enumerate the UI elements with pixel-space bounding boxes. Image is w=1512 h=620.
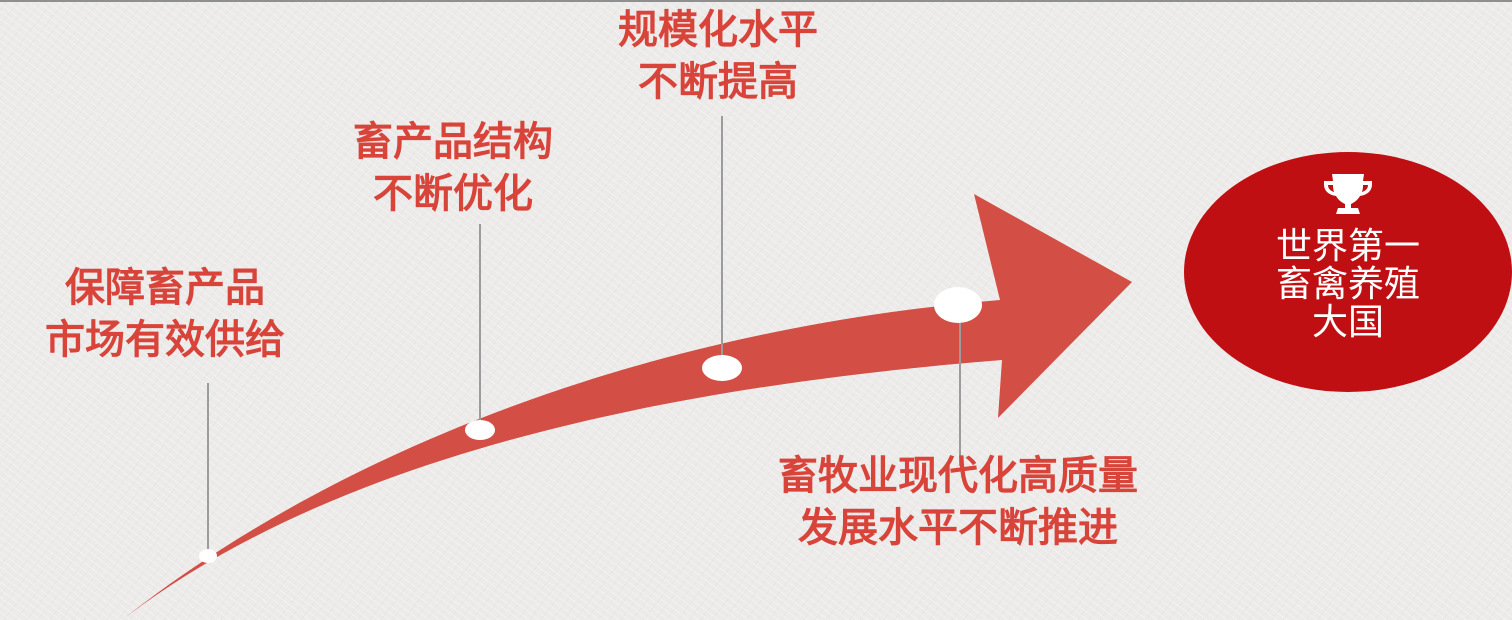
milestone-label-line: 不断优化 <box>373 171 533 217</box>
milestone-marker-supply <box>199 549 217 563</box>
trophy-icon <box>1324 174 1372 214</box>
goal-text-line: 大国 <box>1311 302 1384 343</box>
milestone-marker-scale <box>702 355 742 381</box>
goal-text: 世界第一 畜禽养殖 大国 <box>1276 228 1420 342</box>
milestone-label-line: 畜牧业现代化高质量 <box>778 453 1138 499</box>
goal-text-line: 世界第一 <box>1275 226 1420 267</box>
goal-text-line: 畜禽养殖 <box>1275 264 1420 305</box>
milestone-label-supply: 保障畜产品 市场有效供给 <box>10 262 320 366</box>
top-divider <box>0 0 1512 2</box>
milestone-label-structure: 畜产品结构 不断优化 <box>312 116 594 220</box>
growth-arrow <box>122 194 1132 620</box>
goal-badge: 世界第一 畜禽养殖 大国 <box>1184 152 1512 392</box>
milestone-label-line: 畜产品结构 <box>353 119 553 165</box>
milestone-marker-modern <box>934 287 982 323</box>
milestone-label-line: 保障畜产品 <box>65 265 265 311</box>
milestone-label-line: 发展水平不断推进 <box>798 505 1118 551</box>
milestone-label-line: 规模化水平 <box>618 7 818 53</box>
milestone-marker-structure <box>465 420 495 440</box>
milestone-label-line: 不断提高 <box>638 59 798 105</box>
milestone-label-line: 市场有效供给 <box>45 317 285 363</box>
milestone-label-modern: 畜牧业现代化高质量 发展水平不断推进 <box>708 450 1208 554</box>
milestone-label-scale: 规模化水平 不断提高 <box>574 4 862 108</box>
